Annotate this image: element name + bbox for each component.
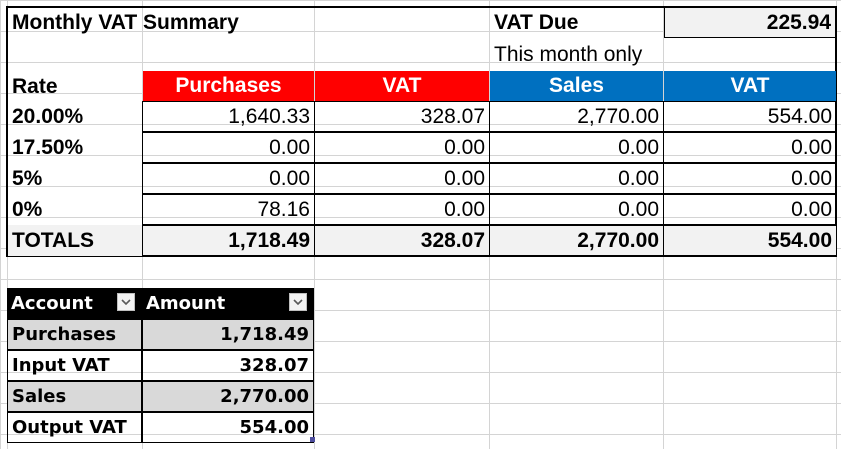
- rate-cell[interactable]: 20.00%: [12, 104, 84, 128]
- purchases-vat-cell[interactable]: 0.00: [314, 163, 490, 194]
- purchases-header[interactable]: Purchases: [143, 71, 314, 101]
- sales-vat-cell[interactable]: 554.00: [663, 101, 837, 132]
- sales-vat-header[interactable]: VAT: [664, 71, 836, 101]
- amount-header[interactable]: Amount: [142, 288, 314, 319]
- account-amount-cell[interactable]: 328.07: [142, 350, 314, 381]
- purchases-vat-cell[interactable]: 0.00: [314, 194, 490, 225]
- rate-cell[interactable]: 5%: [12, 166, 43, 190]
- account-header-label: Account: [11, 293, 93, 314]
- sales-cell[interactable]: 0.00: [489, 132, 664, 163]
- sales-vat-cell[interactable]: 0.00: [663, 194, 837, 225]
- purchases-cell[interactable]: 78.16: [142, 194, 315, 225]
- sales-cell[interactable]: 0.00: [489, 163, 664, 194]
- sales-total[interactable]: 2,770.00: [489, 225, 664, 256]
- chevron-down-icon: [121, 299, 131, 305]
- vat-due-label: VAT Due: [494, 10, 579, 34]
- rate-cell[interactable]: 0%: [12, 197, 43, 221]
- account-filter-button[interactable]: [117, 293, 135, 311]
- purchases-cell[interactable]: 0.00: [142, 163, 315, 194]
- purchases-vat-total[interactable]: 328.07: [314, 225, 490, 256]
- account-amount-cell[interactable]: 1,718.49: [142, 319, 314, 350]
- rate-header: Rate: [12, 74, 58, 98]
- vat-due-value[interactable]: 225.94: [664, 7, 836, 38]
- account-name-cell[interactable]: Purchases: [7, 319, 142, 350]
- purchases-vat-header[interactable]: VAT: [315, 71, 489, 101]
- vat-due-note: This month only: [494, 42, 643, 66]
- rate-cell[interactable]: 17.50%: [12, 135, 84, 159]
- sales-header[interactable]: Sales: [490, 71, 663, 101]
- totals-label[interactable]: TOTALS: [8, 225, 142, 256]
- account-name-cell[interactable]: Sales: [7, 381, 142, 412]
- account-name-cell[interactable]: Input VAT: [7, 350, 142, 381]
- purchases-cell[interactable]: 1,640.33: [142, 101, 315, 132]
- sales-vat-cell[interactable]: 0.00: [663, 163, 837, 194]
- account-amount-cell[interactable]: 554.00: [142, 412, 314, 443]
- sales-cell[interactable]: 2,770.00: [489, 101, 664, 132]
- summary-title: Monthly VAT Summary: [12, 10, 239, 34]
- table-resize-handle[interactable]: [310, 437, 315, 442]
- purchases-total[interactable]: 1,718.49: [142, 225, 315, 256]
- account-amount-cell[interactable]: 2,770.00: [142, 381, 314, 412]
- amount-header-label: Amount: [146, 293, 226, 314]
- purchases-vat-cell[interactable]: 0.00: [314, 132, 490, 163]
- purchases-vat-cell[interactable]: 328.07: [314, 101, 490, 132]
- amount-filter-button[interactable]: [289, 293, 307, 311]
- sales-cell[interactable]: 0.00: [489, 194, 664, 225]
- sales-vat-cell[interactable]: 0.00: [663, 132, 837, 163]
- sales-vat-total[interactable]: 554.00: [663, 225, 837, 256]
- purchases-cell[interactable]: 0.00: [142, 132, 315, 163]
- account-name-cell[interactable]: Output VAT: [7, 412, 142, 443]
- chevron-down-icon: [293, 299, 303, 305]
